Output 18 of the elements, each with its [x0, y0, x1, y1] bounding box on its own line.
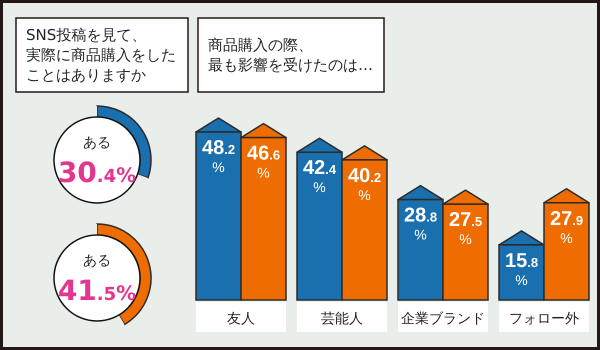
chart-title: SNS投稿を見て、実際に商品購入をしたことはありますか	[26, 26, 176, 84]
x-tick-label: フォロー外	[509, 311, 579, 327]
data-label: 27.5 %	[448, 209, 482, 248]
data-label: 42.4 %	[302, 157, 337, 196]
x-tick-label: 企業ブランド	[401, 311, 485, 327]
data-label: 46.6 %	[246, 142, 280, 181]
x-tick-label: 芸能人	[321, 311, 363, 327]
data-label: 15.8 %	[504, 250, 538, 288]
data-label: 30.4%	[58, 156, 136, 189]
chart-title: 商品購入の際、最も影響を受けたのは…	[208, 36, 373, 74]
data-label: 27.9 %	[550, 208, 584, 246]
data-label: 40.2 %	[348, 164, 382, 203]
x-tick-label: 友人	[227, 311, 255, 327]
data-label: 28.8 %	[404, 204, 438, 243]
data-label: 41.5%	[58, 274, 136, 307]
slice-label: ある	[83, 135, 111, 151]
slice-label: ある	[83, 253, 111, 269]
data-label: 48.2 %	[202, 137, 236, 175]
